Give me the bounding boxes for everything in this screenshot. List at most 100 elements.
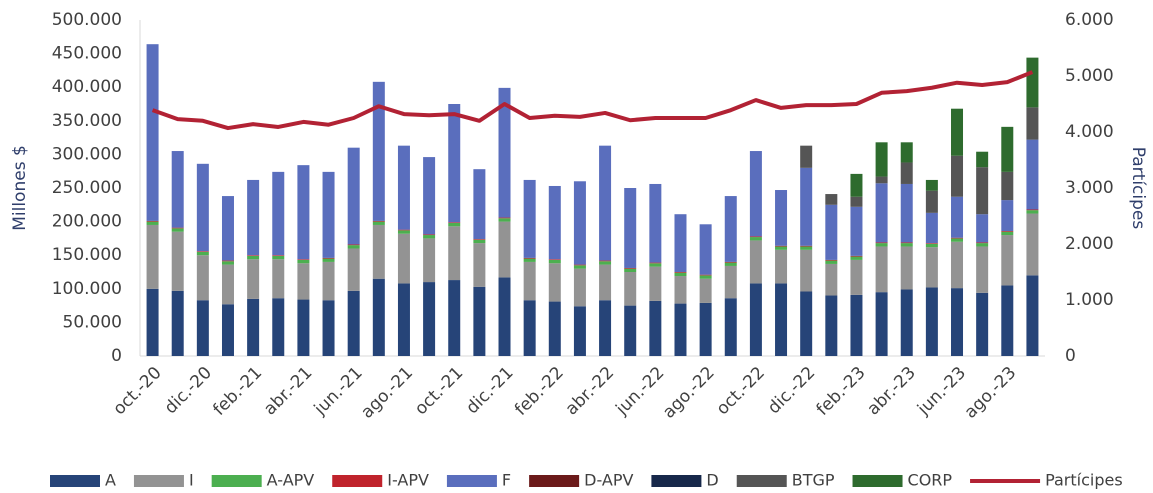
bar-segment — [951, 155, 964, 197]
bar-segment — [171, 228, 184, 232]
bar-segment — [473, 239, 486, 244]
bar-segment — [548, 301, 561, 356]
legend-label: F — [502, 471, 511, 490]
bar-segment — [372, 81, 385, 221]
bar-segment — [800, 145, 813, 168]
legend-swatch — [332, 475, 383, 487]
bar-segment — [146, 220, 159, 222]
bar-segment — [573, 265, 586, 269]
x-tick-label: oct.-22 — [713, 363, 769, 419]
y-tick-label: 450.000 — [52, 44, 122, 64]
x-tick-label: jun.-22 — [612, 363, 669, 420]
legend: A I A-APV I-APV F D-APV D BTGP CORP Partícipes — [50, 471, 1123, 490]
x-tick-label: feb.-21 — [209, 363, 266, 420]
bar-segment — [171, 231, 184, 291]
bar-segment — [925, 247, 938, 288]
bar-segment — [423, 235, 436, 239]
bar-segment — [146, 44, 159, 221]
bar-segment — [649, 263, 662, 267]
bar-segment — [825, 194, 838, 205]
x-tick-label: ago.-21 — [357, 363, 417, 423]
legend-label: Partícipes — [1045, 471, 1123, 490]
bar-segment — [322, 300, 335, 356]
bar-segment — [976, 214, 989, 243]
bar-segment — [347, 147, 360, 245]
x-tick-label: dic.-20 — [161, 363, 216, 418]
bar-segment — [1001, 200, 1014, 232]
bar-segment — [297, 259, 310, 260]
bar-segment — [1001, 126, 1014, 172]
bar-segment — [976, 167, 989, 215]
bar-segment — [1026, 213, 1039, 276]
x-tick-label: feb.-23 — [813, 363, 870, 420]
x-tick-label: abr.-21 — [260, 363, 316, 419]
x-tick-label: oct.-21 — [411, 363, 467, 419]
bar-segment — [724, 196, 737, 262]
bar-segment — [875, 246, 888, 293]
bar-segment — [196, 300, 209, 356]
y2-tick-label: 3.000 — [1065, 178, 1114, 198]
y2-tick-label: 5.000 — [1065, 66, 1114, 86]
bar-segment — [850, 294, 863, 356]
bar-segment — [573, 264, 586, 266]
bar-segment — [322, 257, 335, 259]
bar-segment — [397, 230, 410, 234]
bar-segment — [372, 221, 385, 225]
bar-segment — [850, 206, 863, 256]
bar-segment — [850, 259, 863, 295]
bar-segment — [775, 283, 788, 356]
y-tick-label: 100.000 — [52, 279, 122, 299]
bar-segment — [498, 277, 511, 356]
legend-swatch — [529, 475, 580, 487]
bar-segment — [599, 145, 612, 261]
bar-segment — [900, 243, 913, 247]
bar-segment — [875, 242, 888, 244]
bar-segment — [221, 260, 234, 262]
bar-segment — [171, 290, 184, 356]
bar-segment — [951, 238, 964, 242]
bar-segment — [699, 224, 712, 275]
y-tick-label: 200.000 — [52, 212, 122, 232]
bar-segment — [775, 245, 788, 247]
legend-label: BTGP — [792, 471, 835, 490]
bar-segment — [825, 259, 838, 261]
bar-segment — [925, 287, 938, 356]
legend-label: D — [706, 471, 718, 490]
bar-segment — [473, 169, 486, 240]
bar-segment — [925, 243, 938, 244]
x-tick-label: feb.-22 — [511, 363, 568, 420]
bar-segment — [825, 260, 838, 264]
bar-segment — [448, 104, 461, 223]
bar-segment — [976, 292, 989, 356]
x-tick-label: ago.-23 — [961, 363, 1021, 423]
y2-tick-label: 4.000 — [1065, 122, 1114, 142]
bar-segment — [1026, 275, 1039, 356]
bar-segment — [749, 240, 762, 284]
bar-segment — [347, 248, 360, 291]
bar-segment — [674, 272, 687, 273]
x-tick-label: abr.-22 — [562, 363, 618, 419]
legend-label: D-APV — [584, 471, 633, 490]
bar-segment — [850, 173, 863, 197]
bar-segment — [498, 87, 511, 218]
y-tick-label: 150.000 — [52, 245, 122, 265]
bar-segment — [624, 188, 637, 268]
bar-segment — [397, 283, 410, 356]
bar-segment — [800, 249, 813, 292]
bar-segment — [247, 255, 260, 260]
bar-segment — [800, 291, 813, 356]
bar-segment — [599, 264, 612, 301]
bar-segment — [196, 251, 209, 252]
bar-segment — [423, 234, 436, 236]
bar-segment — [900, 162, 913, 184]
bar-segment — [699, 274, 712, 276]
bar-segment — [1026, 107, 1039, 140]
bar-segment — [523, 300, 536, 356]
bar-segment — [523, 179, 536, 258]
bar-segment — [850, 256, 863, 260]
bar-segment — [900, 246, 913, 290]
bar-segment — [1001, 231, 1014, 232]
bar-segment — [749, 237, 762, 241]
x-tick-label: oct.-20 — [109, 363, 165, 419]
bar-segment — [724, 261, 737, 263]
